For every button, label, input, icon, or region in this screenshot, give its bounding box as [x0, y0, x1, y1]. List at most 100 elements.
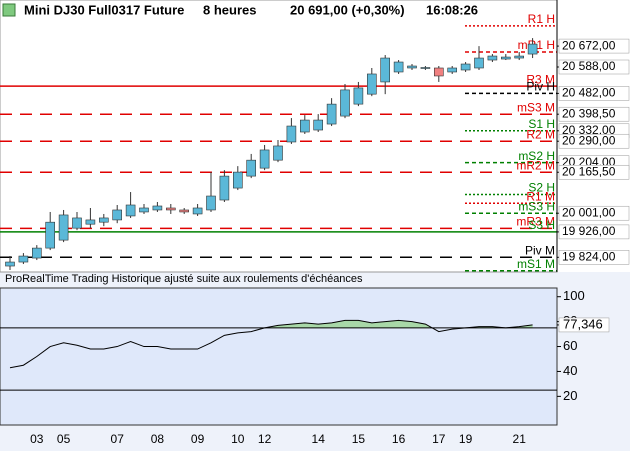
candle-body: [45, 221, 56, 249]
x-tick-label: 08: [151, 432, 165, 446]
level-label: S2 H: [528, 181, 555, 195]
candle-body: [500, 56, 511, 60]
candle-body: [299, 119, 310, 133]
y-tick-box: [558, 133, 630, 149]
x-tick-label: 15: [352, 432, 366, 446]
y-tick-box: [558, 59, 630, 75]
price-panel: [0, 0, 558, 273]
candle-body: [474, 57, 484, 69]
x-tick-label: 05: [57, 432, 71, 446]
candle-body: [112, 209, 122, 221]
level-label: mS3 H: [518, 199, 555, 213]
x-tick-label: 14: [312, 432, 326, 446]
candle-body: [5, 261, 15, 267]
level-label: mS2 H: [518, 149, 555, 163]
y-tick-box: [558, 250, 630, 265]
candle-body: [407, 65, 417, 69]
candle-body: [166, 207, 176, 211]
y-tick-label: 19 926,00: [562, 224, 616, 238]
candle-body: [286, 125, 297, 143]
y-tick-label: 19 824,00: [562, 249, 616, 263]
title: Mini DJ30 Full0317 Future: [24, 2, 184, 17]
candle-body: [366, 73, 377, 95]
candle-body: [72, 217, 82, 229]
candle-body: [18, 255, 29, 263]
x-tick-label: 03: [30, 432, 44, 446]
level-label: R2 M: [526, 127, 555, 141]
y-tick-label: 20 165,50: [562, 164, 616, 178]
y-tick-label: 20 588,00: [562, 59, 616, 73]
candle-body: [58, 214, 69, 241]
level-label: R3 M: [526, 72, 555, 86]
candle-body: [353, 87, 364, 105]
indicator-line: [9, 319, 533, 369]
candle-body: [460, 63, 471, 71]
candle-body: [447, 67, 458, 73]
y-tick-label: 77,346: [563, 316, 603, 331]
y-tick-label: 100: [563, 288, 585, 303]
candle-body: [206, 195, 216, 211]
x-tick-label: 10: [231, 432, 245, 446]
y-tick-box: [558, 224, 630, 240]
level-label: mS1 M: [517, 257, 555, 271]
x-tick-label: 07: [111, 432, 125, 446]
x-tick-label: 16: [392, 432, 406, 446]
level-label: S3 H: [528, 218, 555, 232]
candle-body: [420, 67, 431, 69]
y-tick-label: 20 001,00: [562, 205, 616, 219]
level-label: Piv H: [526, 80, 555, 94]
candle-body: [259, 149, 270, 169]
y-tick-label: 20 672,00: [562, 38, 616, 52]
note: ProRealTime Trading Historique ajusté su…: [5, 273, 363, 285]
y-tick-label: 20: [563, 388, 577, 403]
price: 20 691,00 (+0,30%): [290, 2, 405, 17]
level-label: mR2 M: [516, 158, 555, 172]
candle-body: [139, 207, 149, 213]
period: 8 heures: [203, 2, 256, 17]
candle-body: [179, 209, 189, 213]
candle-body: [340, 89, 350, 117]
x-tick-label: 17: [432, 432, 446, 446]
level-label: R1 M: [526, 189, 555, 203]
y-tick-box: [558, 205, 630, 221]
candle-body: [393, 61, 404, 73]
candle-body: [31, 247, 42, 259]
y-tick-box: [558, 38, 630, 54]
candle-body: [192, 207, 203, 215]
candle-body: [487, 55, 498, 61]
candle-body: [233, 171, 243, 189]
y-tick-box: [558, 317, 610, 333]
candle-body: [219, 175, 230, 201]
overbought-area: [264, 320, 533, 328]
y-tick-label: 20 332,00: [562, 123, 616, 137]
candle-body: [326, 103, 337, 125]
y-tick-box: [558, 106, 630, 122]
y-tick-box: [558, 86, 630, 101]
y-tick-box: [558, 164, 630, 180]
indicator-panel: [0, 287, 558, 426]
time: 16:08:26: [426, 2, 478, 17]
x-tick-label: 21: [513, 432, 527, 446]
candle-body: [433, 67, 444, 77]
candle-body: [527, 43, 538, 55]
candle-body: [514, 55, 525, 59]
y-tick-label: 20 482,00: [562, 86, 616, 100]
candle-body: [152, 205, 163, 211]
candle-body: [313, 119, 324, 131]
icon: [2, 3, 16, 17]
candle-body: [85, 219, 96, 225]
level-label: mR3 M: [516, 215, 555, 229]
candle-body: [273, 145, 283, 161]
x-tick-label: 19: [459, 432, 473, 446]
candle-body: [99, 217, 109, 223]
candle-body: [246, 159, 256, 177]
y-tick-label: 20 290,00: [562, 133, 616, 147]
level-label: Piv M: [525, 243, 555, 257]
x-tick-label: 12: [258, 432, 272, 446]
y-tick-label: 40: [563, 363, 577, 378]
x-tick-label: 09: [191, 432, 205, 446]
candle-body: [380, 57, 391, 83]
level-label: mS3 M: [517, 100, 555, 114]
y-tick-label: 60: [563, 338, 577, 353]
